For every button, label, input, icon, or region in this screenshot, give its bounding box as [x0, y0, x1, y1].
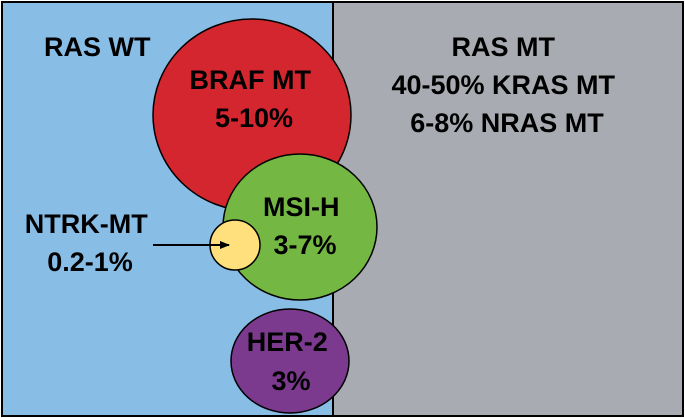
her2-pct: 3% [271, 366, 310, 396]
ras-mt-title: RAS MT [451, 32, 555, 62]
braf-name: BRAF MT [190, 65, 312, 95]
nras-line: 6-8% NRAS MT [410, 108, 604, 138]
braf-pct: 5-10% [215, 103, 293, 133]
her2-name: HER-2 [247, 327, 328, 357]
her2-label: HER-2 3% [247, 327, 336, 396]
braf-label: BRAF MT 5-10% [190, 65, 319, 133]
msi-label: MSI-H 3-7% [263, 192, 347, 260]
msi-name: MSI-H [263, 192, 340, 222]
ras-mt-label: RAS MT 40-50% KRAS MT 6-8% NRAS MT [391, 32, 622, 138]
ntrk-pct: 0.2-1% [47, 247, 133, 277]
kras-line: 40-50% KRAS MT [391, 70, 615, 100]
ntrk-label: NTRK-MT 0.2-1% [25, 209, 155, 277]
msi-pct: 3-7% [273, 230, 336, 260]
ras-wt-label: RAS WT [44, 32, 151, 62]
her2-circle [230, 308, 350, 414]
ras-mt-region [332, 1, 684, 417]
ntrk-name: NTRK-MT [25, 209, 148, 239]
